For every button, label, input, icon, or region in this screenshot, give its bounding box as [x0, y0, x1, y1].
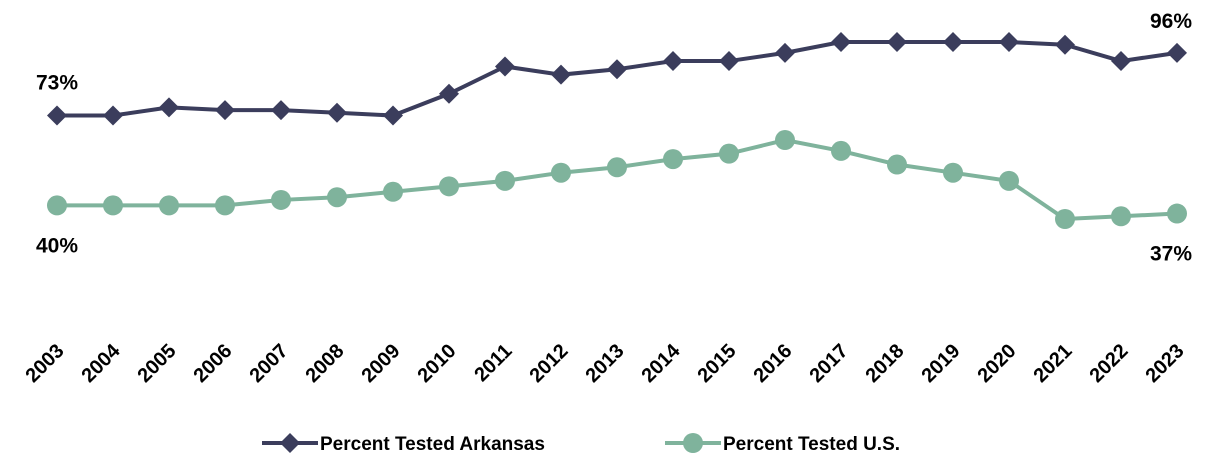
point-marker: [1055, 34, 1075, 55]
data-label: 96%: [1150, 10, 1192, 33]
x-tick-label: 2006: [190, 340, 237, 387]
point-marker: [159, 195, 179, 216]
x-tick-label: 2003: [22, 340, 69, 387]
legend-label: Percent Tested U.S.: [723, 434, 900, 455]
point-marker: [831, 32, 851, 52]
x-tick-label: 2009: [358, 340, 405, 387]
x-tick-label: 2005: [134, 340, 181, 387]
legend-label: Percent Tested Arkansas: [320, 434, 545, 455]
point-marker: [271, 100, 291, 121]
x-tick-label: 2007: [246, 340, 293, 387]
x-tick-label: 2022: [1086, 340, 1133, 387]
point-marker: [215, 195, 235, 216]
point-marker: [103, 105, 123, 126]
x-tick-label: 2013: [582, 340, 629, 387]
point-marker: [607, 157, 627, 178]
point-marker: [551, 64, 571, 85]
x-tick-label: 2014: [638, 339, 686, 387]
point-marker: [719, 51, 739, 72]
x-tick-label: 2023: [1142, 340, 1189, 387]
x-tick-label: 2017: [806, 340, 853, 387]
x-tick-label: 2011: [470, 340, 516, 386]
point-marker: [327, 187, 347, 208]
point-marker: [719, 143, 739, 164]
point-marker: [495, 170, 515, 191]
point-marker: [551, 162, 571, 183]
point-marker: [775, 130, 795, 151]
x-tick-label: 2008: [302, 340, 349, 387]
point-marker: [1167, 42, 1187, 63]
point-marker: [47, 195, 67, 216]
x-tick-label: 2016: [750, 340, 797, 387]
x-tick-label: 2012: [526, 340, 573, 387]
x-tick-label: 2010: [414, 340, 461, 387]
point-marker: [943, 32, 963, 52]
point-marker: [663, 51, 683, 72]
x-tick-label: 2021: [1030, 340, 1077, 387]
x-tick-label: 2020: [974, 340, 1021, 387]
point-marker: [887, 154, 907, 175]
point-marker: [327, 102, 347, 123]
legend-marker: [280, 433, 300, 453]
point-marker: [887, 32, 907, 52]
point-marker: [439, 83, 459, 104]
data-label: 73%: [36, 72, 78, 95]
point-marker: [271, 189, 291, 210]
point-marker: [495, 56, 515, 77]
point-marker: [943, 162, 963, 183]
point-marker: [775, 42, 795, 63]
point-marker: [1111, 206, 1131, 227]
data-label: 37%: [1150, 243, 1192, 266]
point-marker: [383, 181, 403, 202]
point-marker: [215, 100, 235, 121]
point-marker: [999, 170, 1019, 191]
point-marker: [159, 97, 179, 118]
point-marker: [607, 59, 627, 80]
x-tick-label: 2019: [918, 340, 965, 387]
x-tick-label: 2004: [78, 339, 126, 387]
point-marker: [831, 140, 851, 161]
legend-item: Percent Tested U.S.: [665, 433, 900, 455]
point-marker: [439, 176, 459, 197]
point-marker: [383, 105, 403, 126]
legend-item: Percent Tested Arkansas: [262, 433, 545, 455]
legend-marker: [683, 433, 703, 453]
x-tick-label: 2015: [694, 340, 741, 387]
point-marker: [1167, 203, 1187, 224]
point-marker: [1055, 209, 1075, 229]
point-marker: [1111, 51, 1131, 72]
point-marker: [47, 105, 67, 126]
point-marker: [663, 149, 683, 170]
x-tick-label: 2018: [862, 340, 909, 387]
point-marker: [999, 32, 1019, 52]
data-label: 40%: [36, 234, 78, 257]
point-marker: [103, 195, 123, 216]
